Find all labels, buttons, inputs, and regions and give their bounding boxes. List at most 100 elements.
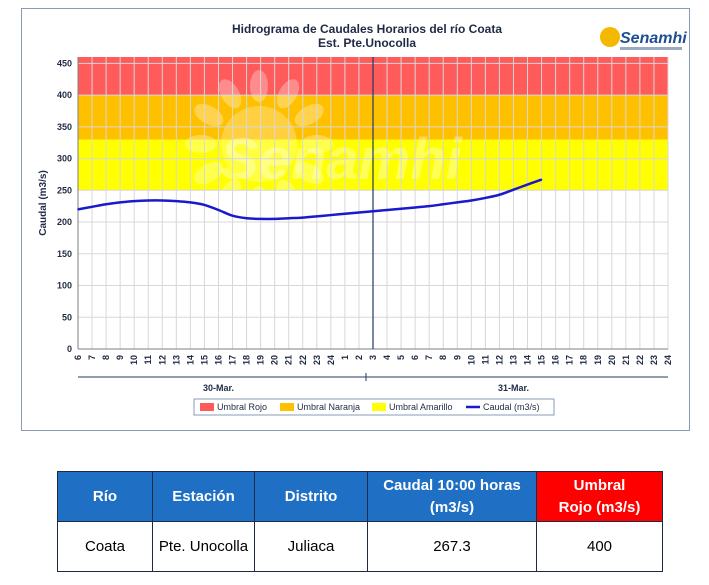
x-tick-label: 24	[663, 355, 673, 365]
x-tick-label: 13	[171, 355, 181, 365]
cell-estacion: Pte. Unocolla	[152, 521, 255, 572]
x-tick-label: 16	[551, 355, 561, 365]
series-line-caudal	[77, 178, 542, 221]
x-tick-label: 12	[157, 355, 167, 365]
watermark-sun-ray-icon	[276, 179, 300, 209]
watermark-sun-ray-icon	[250, 70, 268, 102]
legend-label: Caudal (m3/s)	[483, 402, 540, 412]
day-label: 31-Mar.	[498, 383, 529, 393]
watermark-sun-ray-icon	[194, 161, 224, 185]
x-tick-label: 10	[466, 355, 476, 365]
data-point	[442, 203, 445, 206]
chart-subtitle: Est. Pte.Unocolla	[318, 36, 416, 50]
x-tick-label: 15	[537, 355, 547, 365]
logo-text: Senamhi	[620, 30, 687, 47]
x-tick-label: 23	[649, 355, 659, 365]
data-point	[147, 199, 150, 202]
data-point	[105, 203, 107, 206]
data-point	[189, 201, 192, 204]
y-tick-label: 150	[57, 249, 72, 259]
y-tick-label: 350	[57, 122, 72, 132]
senamhi-logo: Senamhi	[600, 27, 687, 50]
legend-label: Umbral Amarillo	[389, 402, 453, 412]
data-point	[498, 193, 501, 196]
data-point	[484, 197, 487, 199]
data-point	[91, 206, 93, 208]
x-tick-label: 12	[494, 355, 504, 365]
y-tick-label: 450	[57, 58, 72, 68]
x-tick-label: 6	[410, 355, 420, 360]
data-point	[231, 214, 234, 217]
watermark-sun-icon	[221, 106, 297, 182]
legend-swatch	[200, 403, 214, 411]
data-point	[287, 217, 290, 220]
x-tick-label: 20	[607, 355, 617, 365]
x-tick-label: 7	[87, 355, 97, 360]
y-tick-label: 100	[57, 281, 72, 291]
cell-rio: Coata	[57, 521, 153, 572]
x-tick-label: 20	[270, 355, 280, 365]
logo-tagline	[620, 47, 682, 50]
x-tick-label: 24	[326, 355, 336, 365]
x-tick-label: 9	[452, 355, 462, 360]
x-tick-label: 10	[129, 355, 139, 365]
data-point	[414, 206, 416, 209]
x-tick-label: 18	[242, 355, 252, 365]
x-tick-label: 8	[101, 355, 111, 360]
header-estacion: Estación	[152, 471, 255, 522]
data-point	[316, 215, 318, 218]
data-point	[203, 204, 206, 206]
legend-label: Umbral Rojo	[217, 402, 267, 412]
data-point	[273, 218, 276, 220]
chart-title: Hidrograma de Caudales Horarios del río …	[232, 22, 502, 36]
data-point	[175, 200, 178, 202]
x-tick-label: 16	[213, 355, 223, 365]
watermark-sun-ray-icon	[276, 79, 300, 109]
data-point	[456, 201, 459, 204]
x-tick-label: 9	[115, 355, 125, 360]
watermark-sun-ray-icon	[194, 103, 224, 127]
y-tick-label: 300	[57, 154, 72, 164]
data-point	[245, 217, 248, 220]
legend: Umbral Rojo Umbral Naranja Umbral Amarillo…	[193, 398, 555, 416]
x-tick-label: 1	[340, 355, 350, 360]
hydrograph-chart: Hidrograma de Caudales Horarios del río …	[38, 22, 687, 416]
x-tick-label: 17	[228, 355, 238, 365]
y-tick-label: 200	[57, 217, 72, 227]
x-tick-label: 13	[508, 355, 518, 365]
x-tick-label: 22	[298, 355, 308, 365]
legend-swatch	[372, 403, 386, 411]
x-tick-label: 14	[185, 355, 195, 365]
x-tick-label: 4	[382, 355, 392, 360]
day-label: 30-Mar.	[203, 383, 234, 393]
data-point	[470, 199, 473, 202]
watermark: Senamhi	[185, 70, 464, 218]
data-point	[133, 200, 135, 202]
x-tick-label: 22	[635, 355, 645, 365]
watermark-sun-ray-icon	[218, 179, 242, 209]
x-tick-label: 23	[312, 355, 322, 365]
y-tick-label: 0	[67, 344, 72, 354]
watermark-text: Senamhi	[220, 127, 464, 192]
y-tick-label: 250	[57, 185, 72, 195]
data-point	[372, 210, 374, 213]
x-tick-label: 3	[368, 355, 378, 360]
logo-sun-icon	[600, 27, 620, 47]
watermark-sun-ray-icon	[250, 186, 268, 218]
data-point	[217, 209, 220, 211]
header-distrito: Distrito	[254, 471, 368, 522]
data-point	[330, 214, 332, 216]
table-header-row: Río Estación Distrito Caudal 10:00 horas…	[57, 471, 663, 522]
x-tick-label: 5	[396, 355, 406, 360]
x-tick-label: 18	[579, 355, 589, 365]
x-tick-label: 21	[284, 355, 294, 365]
x-tick-label: 7	[424, 355, 434, 360]
table-row: Coata Pte. Unocolla Juliaca 267.3 400	[57, 521, 663, 572]
data-point	[259, 218, 262, 220]
header-caudal: Caudal 10:00 horas (m3/s)	[367, 471, 537, 522]
cell-umbral-rojo: 400	[536, 521, 663, 572]
x-tick-label: 6	[73, 355, 83, 360]
data-point	[428, 205, 430, 207]
data-point	[540, 178, 543, 181]
